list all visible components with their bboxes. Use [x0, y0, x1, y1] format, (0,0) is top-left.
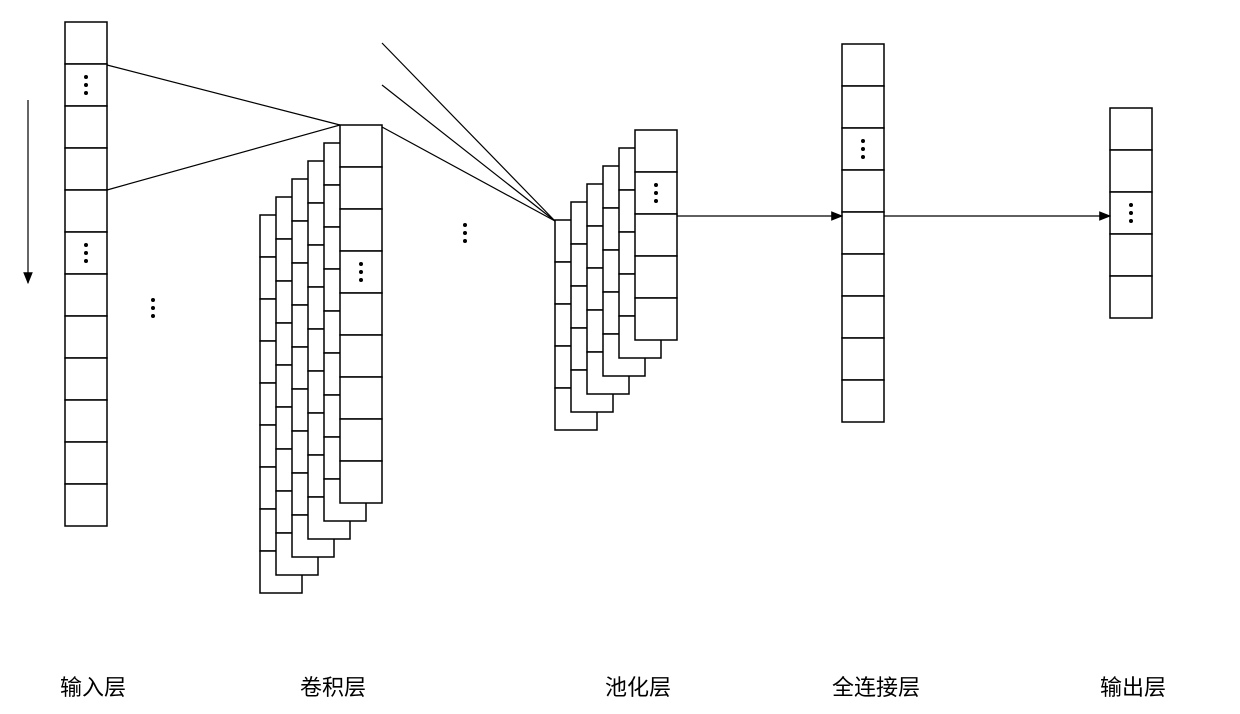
conv-layer-col-5: [340, 125, 382, 503]
conn-conv-pool-0: [382, 43, 555, 221]
label-pool-layer: 池化层: [605, 670, 671, 702]
fc-layer: [842, 44, 884, 422]
conn-conv-pool-1: [382, 85, 555, 221]
label-output-layer: 输出层: [1100, 670, 1166, 702]
label-conv-layer: 卷积层: [300, 670, 366, 702]
label-fc-layer: 全连接层: [832, 670, 920, 702]
input-layer: [65, 22, 107, 526]
conn-conv-pool-2: [382, 127, 555, 221]
pool-layer-col-5: [635, 130, 677, 340]
conn-input-conv-0: [107, 65, 340, 125]
diagram-svg: [0, 0, 1240, 714]
label-input-layer: 输入层: [60, 670, 126, 702]
